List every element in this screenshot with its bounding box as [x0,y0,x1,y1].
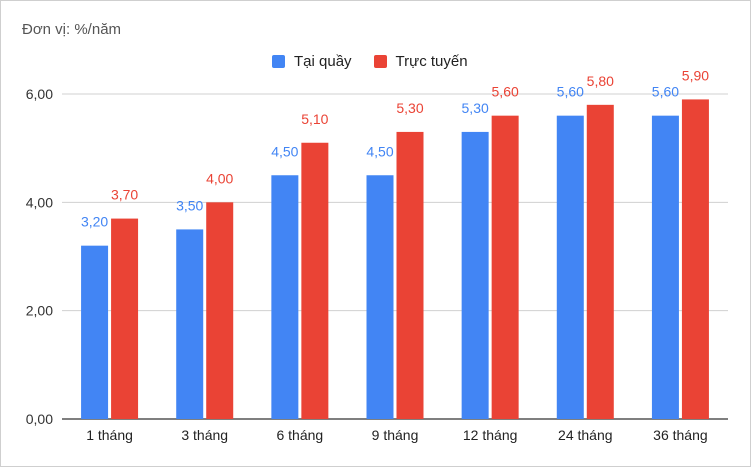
bar [301,142,329,419]
bar [366,175,394,419]
data-label: 4,50 [271,143,298,159]
data-label: 5,60 [557,84,584,100]
x-tick-label: 12 tháng [463,427,518,443]
data-label: 3,50 [176,197,203,213]
y-tick-label: 4,00 [26,194,53,210]
data-label: 5,10 [301,111,328,127]
data-label: 5,90 [682,67,709,83]
bar [556,115,584,420]
bar [491,115,519,420]
bar [271,175,299,419]
x-tick-label: 6 tháng [276,427,323,443]
bar [396,131,424,419]
legend-swatch-truc-tuyen [373,55,387,68]
bar [651,115,679,420]
data-label: 4,00 [206,170,233,186]
y-tick-label: 0,00 [26,411,53,427]
bar [461,131,489,419]
legend-swatch-tai-quay [272,55,285,68]
y-tick-label: 2,00 [26,303,53,319]
y-tick-label: 6,00 [26,86,53,102]
data-label: 5,60 [652,84,679,100]
legend-label-truc-tuyen: Trực tuyến [395,53,468,70]
bar [586,104,614,419]
bar [206,202,234,419]
legend: Tại quầy Trực tuyến [272,53,490,70]
data-label: 5,60 [492,84,519,100]
bar [176,229,204,419]
data-label: 3,70 [111,187,138,203]
x-tick-label: 3 tháng [181,427,228,443]
data-label: 4,50 [366,143,393,159]
legend-item-tai-quay: Tại quầy [272,53,352,70]
data-label: 5,30 [462,100,489,116]
data-label: 3,20 [81,214,108,230]
unit-label: Đơn vị: %/năm [22,21,122,38]
x-tick-label: 24 tháng [558,427,613,443]
bar [681,99,709,420]
x-tick-label: 36 tháng [653,427,708,443]
legend-label-tai-quay: Tại quầy [294,53,352,70]
x-tick-label: 9 tháng [372,427,419,443]
bar [81,245,109,419]
x-tick-label: 1 tháng [86,427,133,443]
data-label: 5,30 [396,100,423,116]
bar [111,218,139,419]
legend-item-truc-tuyen: Trực tuyến [373,53,468,70]
data-label: 5,80 [587,73,614,89]
